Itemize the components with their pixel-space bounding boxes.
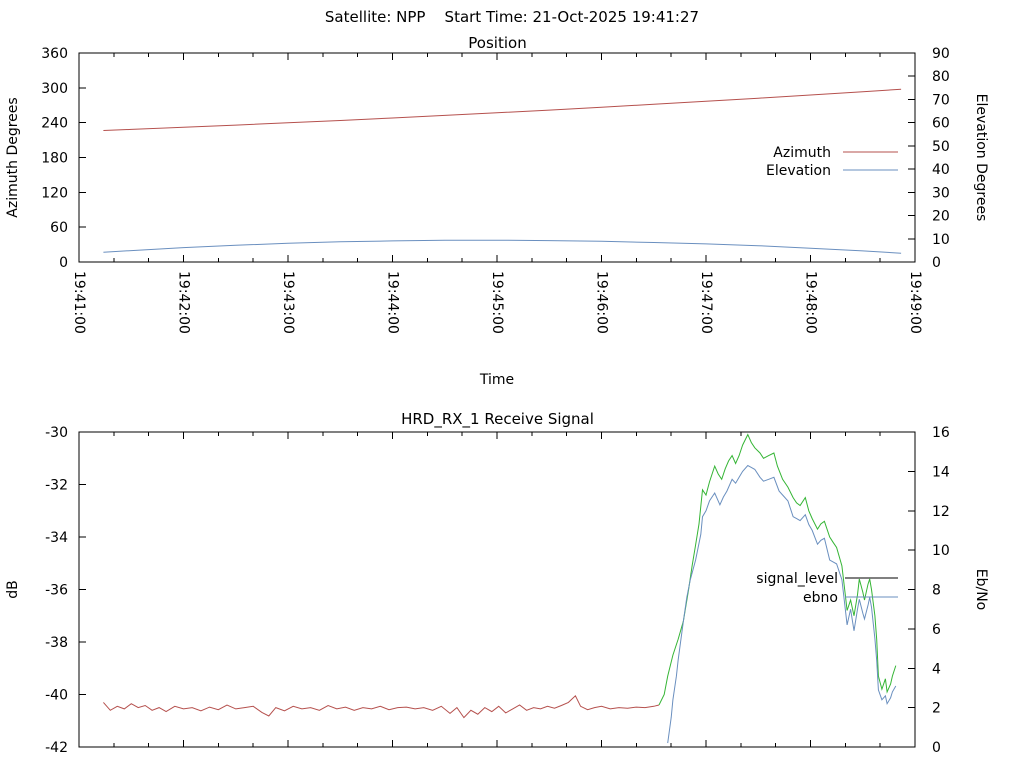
y-right-tick-label: 0 [932,255,941,271]
y-right-tick-label: 80 [932,69,950,85]
y-right-tick-label: 70 [932,92,950,108]
y-left-tick-label: 180 [41,151,68,167]
y-right-axis-title: Elevation Degrees [973,94,989,222]
y-left-tick-label: -34 [45,530,68,546]
y-axis-left: 0 60 120 180 240 300 360 [41,46,86,271]
y-right-tick-label: 12 [932,504,950,520]
y-left-tick-label: 0 [59,255,68,271]
y-right-tick-label: 16 [932,425,950,441]
y-right-tick-label: 10 [932,543,950,559]
y-left-tick-label: -40 [45,688,68,704]
plot-frame [78,431,916,748]
position-chart: 19:41:00 19:42:00 19:43:00 19:44:00 19:45:00… [5,34,989,388]
receive-signal-chart: -42 -40 -38 -36 -34 -32 -30 0 2 4 6 8 10 12 14 16 signal… [5,410,989,756]
y-right-tick-label: 90 [932,46,950,62]
legend-label-ebno: ebno [803,590,838,606]
y-left-tick-label: -36 [45,583,68,599]
y-right-tick-label: 20 [932,209,950,225]
azimuth-line [103,88,902,131]
x-tick-label: 19:45:00 [489,271,505,334]
elevation-line [103,239,902,254]
y-right-tick-label: 60 [932,116,950,132]
y-left-tick-label: -32 [45,478,68,494]
y-right-tick-label: 6 [932,622,941,638]
y-right-tick-label: 50 [932,139,950,155]
y-right-axis-title: Eb/No [973,569,989,611]
y-right-tick-label: 40 [932,162,950,178]
y-axis-right: 0 2 4 6 8 10 12 14 16 [908,425,950,756]
ebno-line [667,464,897,744]
y-left-tick-label: -38 [45,635,68,651]
x-tick-label: 19:43:00 [280,271,296,334]
x-tick-label: 19:46:00 [594,271,610,334]
y-left-tick-label: -30 [45,425,68,441]
y-right-tick-label: 30 [932,185,950,201]
y-left-tick-label: 60 [50,220,68,236]
y-left-tick-label: 240 [41,116,68,132]
y-left-tick-label: 120 [41,185,68,201]
legend-label-signal-level: signal_level [756,571,838,587]
x-tick-label: 19:48:00 [803,271,819,334]
y-left-axis-title: dB [5,580,21,599]
y-right-tick-label: 4 [932,661,941,677]
legend-label-elevation: Elevation [766,163,831,179]
x-tick-label: 19:42:00 [176,271,192,334]
y-right-tick-label: 14 [932,464,950,480]
x-axis-title: Time [479,372,514,388]
y-right-tick-label: 10 [932,232,950,248]
y-axis-right: 0 10 20 30 40 50 60 70 80 90 [908,46,950,271]
x-axis [78,432,916,747]
x-tick-label: 19:44:00 [385,271,401,334]
y-left-tick-label: -42 [45,740,68,756]
x-axis: 19:41:00 19:42:00 19:43:00 19:44:00 19:45:00… [71,53,923,334]
y-right-tick-label: 0 [932,740,941,756]
signal-level-pre-acquisition-line [103,694,660,719]
y-left-tick-label: 360 [41,46,68,62]
legend: Azimuth Elevation [766,145,898,179]
signal-level-locked-line [658,433,897,706]
y-axis-left: -42 -40 -38 -36 -34 -32 -30 [45,425,86,756]
page-title: Satellite: NPP Start Time: 21-Oct-2025 1… [324,8,700,26]
x-tick-label: 19:41:00 [71,271,87,334]
x-tick-label: 19:47:00 [698,271,714,334]
y-right-tick-label: 2 [932,701,941,717]
y-right-tick-label: 8 [932,583,941,599]
x-tick-label: 19:49:00 [907,271,923,334]
y-left-axis-title: Azimuth Degrees [5,97,21,217]
chart-title: Position [468,34,526,52]
legend-label-azimuth: Azimuth [773,145,831,161]
y-left-tick-label: 300 [41,81,68,97]
chart-title: HRD_RX_1 Receive Signal [401,410,594,429]
